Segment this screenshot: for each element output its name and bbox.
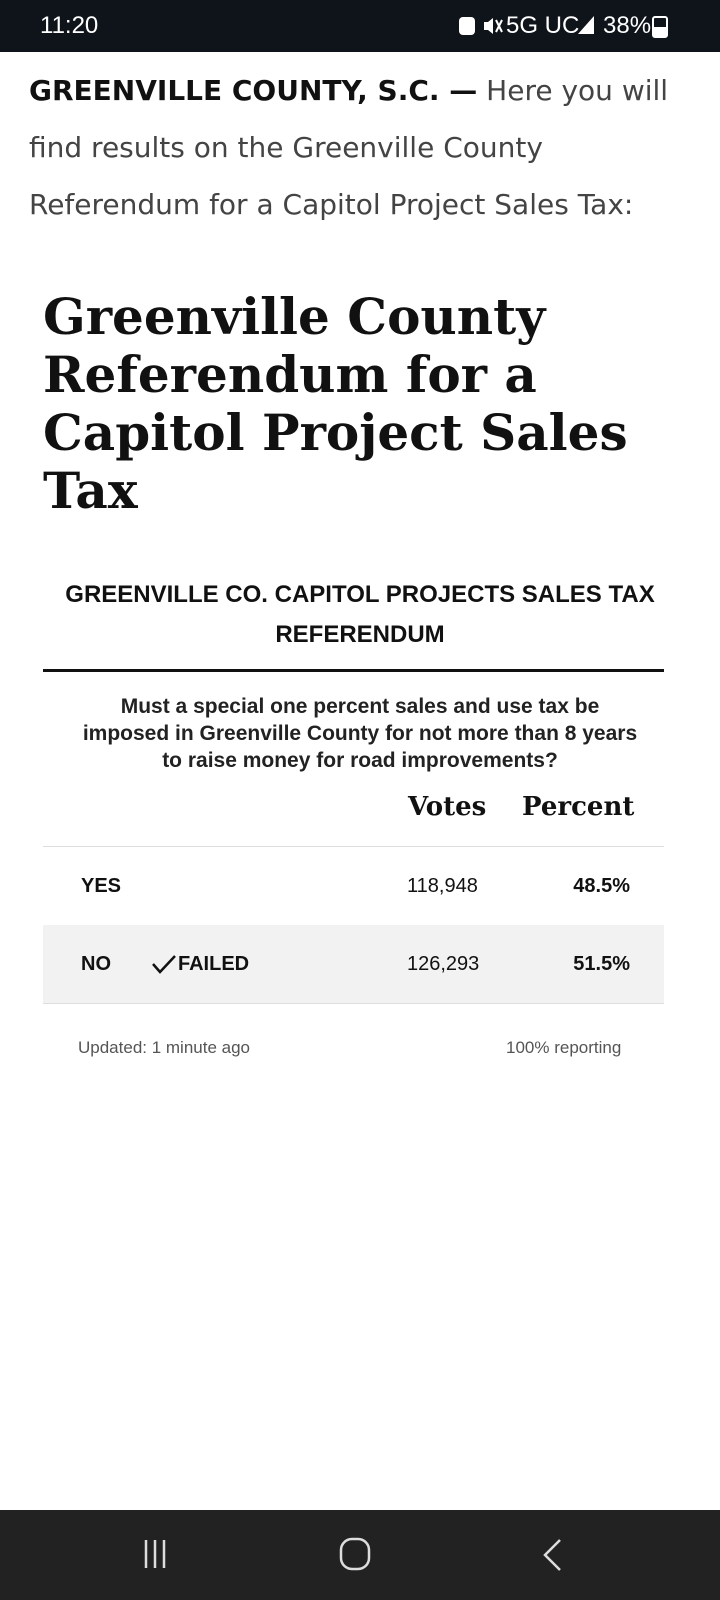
status-icons [459,17,503,35]
percent: 51.5% [573,953,630,975]
heading: Greenville County Referendum for a Capit… [43,287,628,520]
reporting: 100% reporting [506,1038,622,1057]
updated: Updated: 1 minute ago [78,1038,251,1057]
choice: YES [81,875,122,897]
result-row: NO FAILED 126,293 51.5% [43,925,664,1004]
votes: 126,293 [407,953,480,975]
signal [578,16,594,34]
question: Must a special one percent sales and use… [82,695,638,772]
divider [43,846,664,847]
result-row: YES 118,948 48.5% [43,847,664,926]
results-title: GREENVILLE CO. CAPITOL PROJECTS SALES TA… [65,581,655,648]
nav-bar [0,1510,720,1600]
votes: 118,948 [407,875,478,897]
dateline: GREENVILLE COUNTY, S.C. — [29,74,478,107]
battery-icon [652,16,668,38]
recents-button[interactable] [140,1538,170,1570]
status-bar: 11:20 5G UC 38% [0,0,720,52]
time: 11:20 [40,12,99,39]
home-button[interactable] [338,1536,372,1572]
column-header: Votes [408,792,487,822]
back-button[interactable] [540,1538,564,1572]
status: FAILED [178,953,250,975]
choice: NO [81,953,111,975]
column-header: Percent [522,792,635,822]
network: 5G UC [506,12,580,39]
divider [43,669,664,672]
percent: 48.5% [573,875,630,897]
intro-text: Here you will find results on the Greenv… [29,74,669,221]
battery-level: 38% [603,12,652,39]
intro: GREENVILLE COUNTY, S.C. — Here you will … [29,62,669,233]
check-icon [152,955,176,974]
